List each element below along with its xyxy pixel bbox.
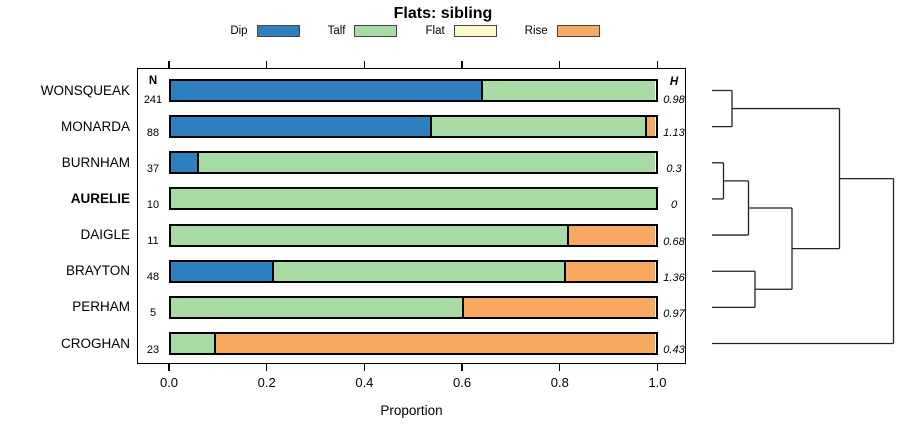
legend-swatch-rise-icon bbox=[556, 25, 600, 37]
h-value: 0.68 bbox=[663, 235, 685, 248]
row-label-croghan: CROGHAN bbox=[60, 335, 130, 351]
legend-item-talf: Talf bbox=[328, 25, 398, 37]
bar-segment-rise bbox=[567, 225, 656, 245]
legend: Dip Talf Flat Rise bbox=[137, 25, 693, 37]
n-value: 241 bbox=[143, 94, 163, 106]
n-value: 11 bbox=[147, 235, 159, 248]
n-value: 88 bbox=[146, 126, 160, 139]
h-value: 1.13 bbox=[663, 127, 685, 140]
n-value: 5 bbox=[149, 307, 157, 320]
legend-label: Dip bbox=[230, 25, 248, 37]
axis-tick-bottom bbox=[266, 364, 268, 371]
axis-tick-label: 0.8 bbox=[550, 375, 569, 390]
axis-tick-label: 0.0 bbox=[159, 375, 179, 390]
legend-label: Talf bbox=[327, 25, 346, 37]
axis-tick-bottom bbox=[363, 364, 366, 371]
n-value: 10 bbox=[146, 198, 160, 211]
bar-daigle bbox=[169, 223, 658, 247]
bar-segment-dip bbox=[171, 117, 431, 137]
n-value: 48 bbox=[146, 271, 160, 284]
bar-segment-talf bbox=[430, 117, 645, 137]
axis-tick-top bbox=[266, 61, 268, 68]
bar-segment-dip bbox=[171, 81, 482, 100]
row-label-daigle: DAIGLE bbox=[80, 227, 130, 243]
legend-swatch-talf-icon bbox=[354, 25, 398, 37]
bar-segment-talf bbox=[481, 81, 656, 100]
bar-segment-talf bbox=[171, 189, 656, 209]
bar-segment-talf bbox=[171, 334, 214, 353]
legend-label: Flat bbox=[425, 25, 445, 37]
row-label-perham: PERHAM bbox=[72, 299, 130, 315]
bar-aurelie bbox=[169, 187, 658, 211]
row-label-burnham: BURNHAM bbox=[61, 154, 130, 170]
axis-tick-label: 0.6 bbox=[453, 375, 472, 390]
row-label-monarda: MONARDA bbox=[60, 118, 130, 134]
x-axis-title: Proportion bbox=[380, 403, 443, 418]
bar-segment-talf bbox=[171, 225, 568, 245]
bar-segment-rise bbox=[461, 297, 656, 317]
axis-tick-top bbox=[559, 61, 561, 68]
n-value: 23 bbox=[146, 343, 160, 356]
axis-tick-bottom bbox=[461, 364, 463, 371]
plot-area-border bbox=[137, 68, 686, 364]
legend-label: Rise bbox=[524, 25, 548, 37]
axis-tick-top bbox=[461, 61, 463, 68]
bar-segment-rise bbox=[213, 334, 656, 353]
bar-croghan bbox=[169, 332, 658, 355]
legend-item-rise: Rise bbox=[525, 25, 600, 37]
h-value: 0.98 bbox=[663, 94, 685, 106]
bar-segment-rise bbox=[644, 117, 656, 137]
bar-monarda bbox=[169, 115, 658, 139]
legend-swatch-dip-icon bbox=[256, 25, 300, 37]
bar-segment-rise bbox=[564, 261, 656, 281]
legend-item-dip: Dip bbox=[230, 25, 300, 37]
axis-tick-top bbox=[656, 61, 659, 68]
chart-title: Flats: sibling bbox=[393, 5, 493, 22]
h-value: 0.97 bbox=[663, 307, 685, 320]
h-value: 1.36 bbox=[663, 271, 685, 284]
legend-swatch-flat-icon bbox=[453, 25, 497, 37]
h-value: 0 bbox=[670, 199, 678, 212]
axis-tick-bottom bbox=[168, 364, 170, 371]
bar-segment-talf bbox=[271, 261, 565, 281]
legend-item-flat: Flat bbox=[425, 25, 497, 37]
bar-segment-talf bbox=[197, 153, 656, 173]
h-value: 0.3 bbox=[666, 163, 682, 176]
h-column-header: H bbox=[669, 76, 679, 88]
bar-segment-dip bbox=[171, 153, 198, 173]
axis-tick-label: 0.2 bbox=[257, 375, 276, 390]
axis-tick-label: 1.0 bbox=[648, 375, 667, 390]
axis-tick-bottom bbox=[559, 364, 561, 371]
bar-segment-dip bbox=[171, 261, 272, 281]
row-label-aurelie: AURELIE bbox=[70, 190, 130, 206]
h-value: 0.43 bbox=[663, 344, 685, 356]
bar-segment-talf bbox=[171, 297, 462, 317]
axis-tick-top bbox=[363, 61, 366, 68]
n-value: 37 bbox=[146, 162, 160, 175]
bar-brayton bbox=[169, 259, 658, 283]
axis-tick-bottom bbox=[656, 364, 659, 371]
axis-tick-top bbox=[168, 61, 170, 68]
n-column-header: N bbox=[148, 75, 158, 87]
bar-perham bbox=[169, 295, 658, 319]
row-label-wonsqueak: WONSQUEAK bbox=[40, 82, 130, 98]
bar-burnham bbox=[169, 151, 658, 175]
axis-tick-label: 0.4 bbox=[355, 375, 374, 390]
bar-wonsqueak bbox=[169, 79, 658, 102]
row-label-brayton: BRAYTON bbox=[65, 263, 130, 279]
